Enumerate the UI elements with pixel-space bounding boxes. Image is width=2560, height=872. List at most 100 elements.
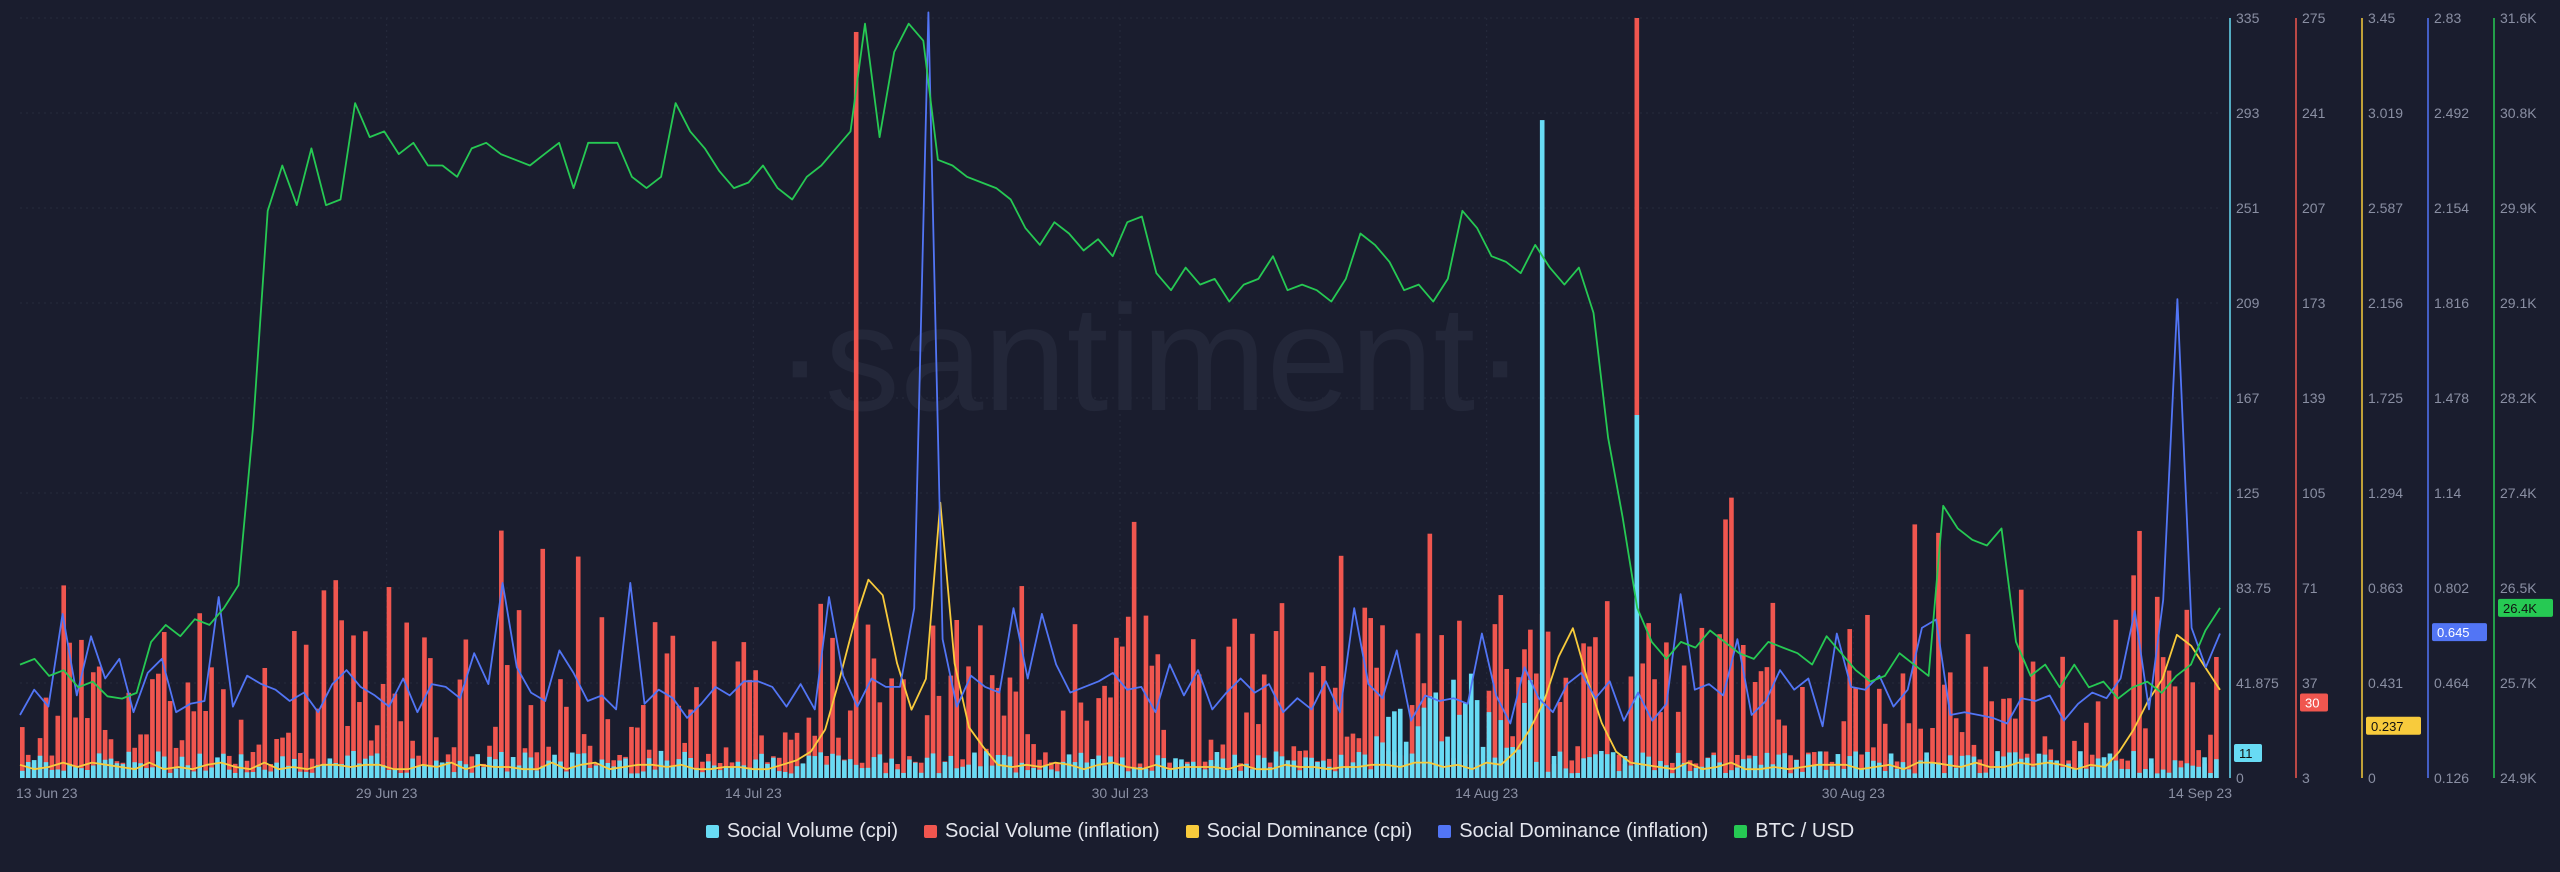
bar-social-volume-inflation xyxy=(1279,603,1285,778)
bar-social-volume-cpi xyxy=(842,760,847,778)
bar-social-volume-cpi xyxy=(1397,708,1403,778)
bar-social-volume-cpi xyxy=(43,762,49,778)
legend-item-social-volume-inflation[interactable]: Social Volume (inflation) xyxy=(924,820,1160,843)
y-tick-label: 1.725 xyxy=(2368,390,2403,406)
bar-social-volume-cpi xyxy=(1350,762,1356,778)
bar-social-volume-cpi xyxy=(1451,679,1456,778)
bar-social-volume-inflation xyxy=(1037,759,1042,778)
y-tick-label: 0 xyxy=(2236,770,2244,786)
bar-social-volume-cpi xyxy=(942,762,948,778)
bar-social-volume-inflation xyxy=(380,683,386,778)
bar-social-volume-inflation xyxy=(90,672,96,778)
bar-social-volume-inflation xyxy=(2143,728,2148,778)
legend-item-social-dominance-inflation[interactable]: Social Dominance (inflation) xyxy=(1438,820,1708,843)
bar-social-volume-inflation xyxy=(1250,633,1255,778)
bar-social-volume-cpi xyxy=(1131,767,1137,778)
bar-social-volume-inflation xyxy=(664,653,670,778)
bar-social-volume-cpi xyxy=(788,773,794,778)
bar-social-volume-cpi xyxy=(2190,765,2196,778)
bar-social-volume-inflation xyxy=(1273,631,1279,778)
bar-social-volume-inflation xyxy=(262,667,268,778)
bar-social-volume-cpi xyxy=(1628,765,1634,778)
bar-social-volume-cpi xyxy=(623,758,628,778)
bar-social-volume-cpi xyxy=(1516,749,1521,778)
bar-social-volume-inflation xyxy=(1882,723,1888,778)
bar-social-volume-inflation xyxy=(96,666,102,778)
bar-social-volume-cpi xyxy=(1102,765,1107,778)
bar-social-volume-cpi xyxy=(85,769,90,778)
bar-social-volume-inflation xyxy=(599,617,605,778)
bar-social-volume-cpi xyxy=(2172,760,2178,778)
bar-social-volume-cpi xyxy=(487,756,492,778)
bar-social-volume-cpi xyxy=(1492,757,1498,778)
bar-social-volume-cpi xyxy=(404,772,410,778)
bar-social-volume-cpi xyxy=(1977,773,1983,778)
bar-social-volume-inflation xyxy=(516,610,522,778)
bar-social-volume-inflation xyxy=(144,734,149,778)
bar-social-volume-cpi xyxy=(309,772,315,778)
bar-social-volume-cpi xyxy=(1066,754,1072,778)
bar-social-volume-inflation xyxy=(629,726,634,778)
y-tick-label: 83.75 xyxy=(2236,580,2271,596)
bar-social-volume-inflation xyxy=(1953,718,1959,778)
bar-social-volume-inflation xyxy=(806,717,812,778)
bar-social-volume-inflation xyxy=(1125,616,1131,778)
bar-social-volume-inflation xyxy=(493,726,498,778)
bar-social-volume-inflation xyxy=(315,708,321,778)
y-tick-label: 2.154 xyxy=(2434,200,2469,216)
y-tick-label: 0.863 xyxy=(2368,580,2403,596)
legend-item-social-volume-cpi[interactable]: Social Volume (cpi) xyxy=(705,820,898,843)
bar-social-volume-inflation xyxy=(1297,750,1303,778)
bar-social-volume-inflation xyxy=(1309,672,1314,778)
y-tick-label: 167 xyxy=(2236,390,2260,406)
bar-social-volume-inflation xyxy=(238,719,244,778)
bar-social-volume-inflation xyxy=(1847,629,1853,778)
bar-social-volume-cpi xyxy=(1486,712,1492,778)
bar-social-volume-cpi xyxy=(972,752,977,778)
bar-social-volume-cpi xyxy=(1764,752,1770,778)
bar-social-volume-inflation xyxy=(457,679,463,778)
bar-social-volume-inflation xyxy=(1947,672,1953,778)
bar-social-volume-cpi xyxy=(1664,765,1669,778)
bar-social-volume-cpi xyxy=(2042,754,2048,778)
bar-social-volume-cpi xyxy=(1699,766,1705,778)
bar-social-volume-cpi xyxy=(735,761,741,778)
bar-social-volume-cpi xyxy=(126,751,132,778)
bar-social-volume-inflation xyxy=(1350,733,1356,778)
bar-social-volume-cpi xyxy=(1551,755,1557,778)
bar-social-volume-inflation xyxy=(1604,601,1610,778)
x-tick-label: 30 Aug 23 xyxy=(1822,785,1885,801)
bar-social-volume-cpi xyxy=(1599,750,1604,778)
bar-social-volume-cpi xyxy=(357,763,362,778)
bar-social-volume-cpi xyxy=(1368,769,1373,778)
bar-social-volume-cpi xyxy=(262,769,268,778)
bar-social-volume-inflation xyxy=(333,580,339,778)
bar-social-volume-cpi xyxy=(1374,736,1379,778)
bar-social-volume-cpi xyxy=(2119,768,2125,778)
current-value-badge xyxy=(2432,623,2487,642)
legend-item-social-dominance-cpi[interactable]: Social Dominance (cpi) xyxy=(1185,820,1412,843)
bar-social-volume-inflation xyxy=(55,715,61,778)
bar-social-volume-inflation xyxy=(1516,677,1521,778)
bar-social-volume-cpi xyxy=(2048,760,2054,778)
legend-item-btc-usd[interactable]: BTC / USD xyxy=(1734,820,1854,843)
bar-social-volume-cpi xyxy=(1522,702,1527,778)
bar-social-volume-cpi xyxy=(256,766,262,778)
y-tick-label: 335 xyxy=(2236,10,2260,26)
bar-social-volume-cpi xyxy=(1427,696,1433,778)
bar-social-volume-inflation xyxy=(126,692,132,778)
bar-social-volume-inflation xyxy=(1776,719,1782,778)
bar-social-volume-cpi xyxy=(1043,765,1048,778)
bar-social-volume-inflation xyxy=(1226,646,1232,778)
legend-swatch-social-volume-inflation xyxy=(924,825,938,838)
bar-social-volume-cpi xyxy=(1054,771,1060,778)
bar-social-volume-cpi xyxy=(1770,764,1776,778)
bar-social-volume-cpi xyxy=(1457,714,1462,778)
bar-social-volume-cpi xyxy=(1179,759,1184,778)
bar-social-volume-cpi xyxy=(37,755,43,778)
bar-social-volume-inflation xyxy=(954,619,960,778)
bar-social-volume-inflation xyxy=(2083,722,2089,778)
bar-social-volume-cpi xyxy=(930,753,936,778)
bar-social-volume-cpi xyxy=(1273,751,1279,778)
